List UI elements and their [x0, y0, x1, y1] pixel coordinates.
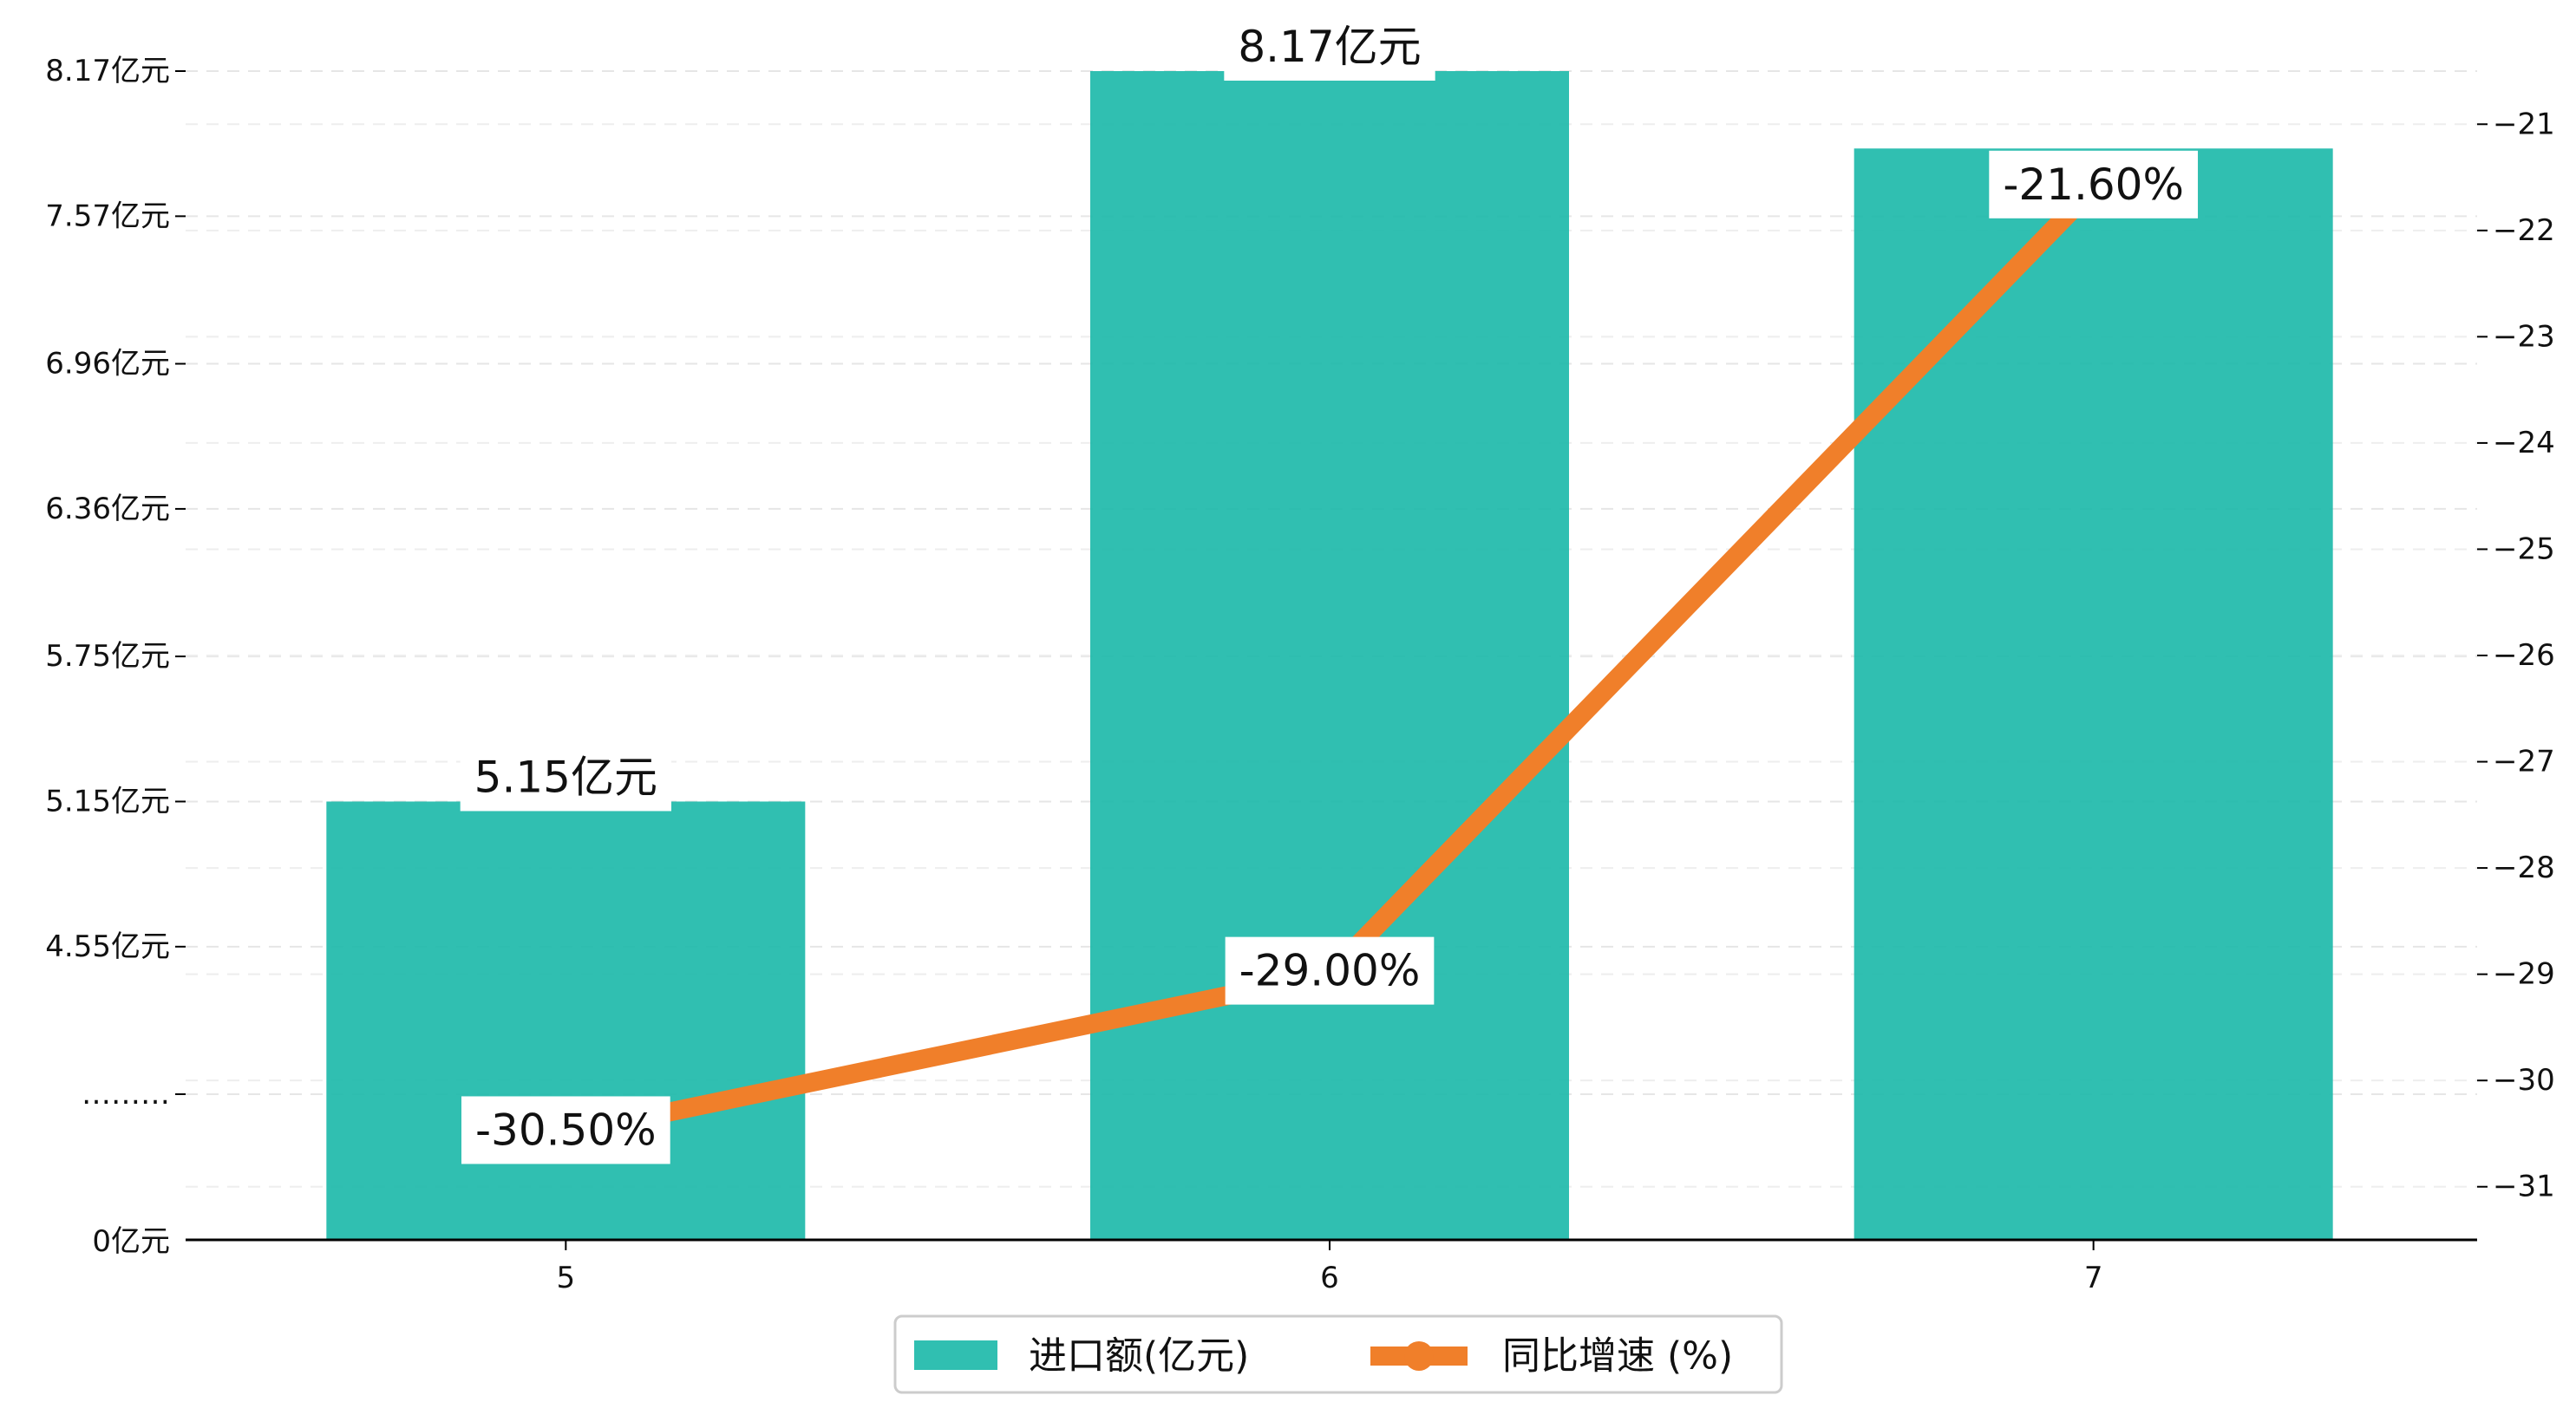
y-right-tick-label: −26	[2493, 638, 2555, 673]
y-left-tick-label: 6.36亿元	[45, 492, 170, 526]
y-right-tick-label: −25	[2493, 531, 2555, 566]
y-left-tick-label: 6.96亿元	[45, 347, 170, 381]
y-right-tick-label: −23	[2493, 319, 2555, 354]
y-right-tick-label: −29	[2493, 957, 2555, 992]
growth-label-7: -21.60%	[2003, 160, 2184, 210]
y-right-tick-label: −27	[2493, 745, 2555, 779]
y-left-tick-label: 5.75亿元	[45, 639, 170, 674]
x-tick-label-7: 7	[2084, 1261, 2103, 1295]
y-left-tick-label: 8.17亿元	[45, 54, 170, 88]
y-right-tick-label: −22	[2493, 213, 2555, 248]
legend-swatch-bar	[914, 1340, 997, 1370]
x-tick-label-6: 6	[1320, 1261, 1339, 1295]
bar-label-6-box: 8.17亿元	[1224, 13, 1435, 81]
growth-label-6-bg	[1225, 936, 1435, 1005]
bar-label-5: 5.15亿元	[474, 752, 657, 802]
y-right-tick-label: −31	[2493, 1170, 2555, 1204]
y-left-tick-label: 7.57亿元	[45, 199, 170, 233]
growth-label-5: -30.50%	[475, 1105, 657, 1155]
legend-label-bar: 进口额(亿元)	[1029, 1334, 1249, 1379]
y-left-tick-label: 0亿元	[92, 1224, 170, 1259]
bar-label-5-box: 5.15亿元	[460, 743, 671, 812]
bar-6	[1090, 71, 1569, 1240]
bar-label-6-bg	[1224, 13, 1435, 81]
growth-label-7-bg	[1989, 150, 2199, 218]
growth-label-5-bg	[461, 1096, 670, 1164]
legend-frame	[893, 1314, 1783, 1394]
y-right-tick-label: −28	[2493, 851, 2555, 885]
data-labels: 5.15亿元 8.17亿元 -30.50% -29.00% -21.60%	[460, 13, 2199, 1164]
growth-label-6-box: -29.00%	[1225, 936, 1435, 1005]
bar-7	[1854, 148, 2333, 1241]
y-right-tick-label: −21	[2493, 107, 2555, 141]
y-left-tick-label: 5.15亿元	[45, 784, 170, 818]
bars	[326, 71, 2333, 1241]
axes: 0亿元 ……… 4.55亿元 5.15亿元 5.75亿元 6.36亿元 6.96亿元 7.57…	[45, 54, 2554, 1295]
legend-swatch-marker	[1404, 1341, 1434, 1371]
bar-label-5-bg	[460, 743, 671, 812]
y-right-tick-label: −24	[2493, 426, 2555, 460]
growth-label-5-box: -30.50%	[461, 1096, 670, 1164]
legend: 进口额(亿元) 同比增速 (%)	[893, 1314, 1783, 1394]
x-tick-label-5: 5	[557, 1261, 576, 1295]
growth-label-6: -29.00%	[1239, 946, 1421, 996]
y-right-tick-label: −30	[2493, 1063, 2555, 1098]
growth-label-7-box: -21.60%	[1989, 150, 2199, 218]
bar-label-6: 8.17亿元	[1238, 22, 1421, 72]
legend-label-line: 同比增速 (%)	[1502, 1334, 1733, 1379]
bar-5	[326, 801, 806, 1240]
y-left-tick-label: ………	[82, 1077, 170, 1112]
y-left-tick-label: 4.55亿元	[45, 929, 170, 964]
